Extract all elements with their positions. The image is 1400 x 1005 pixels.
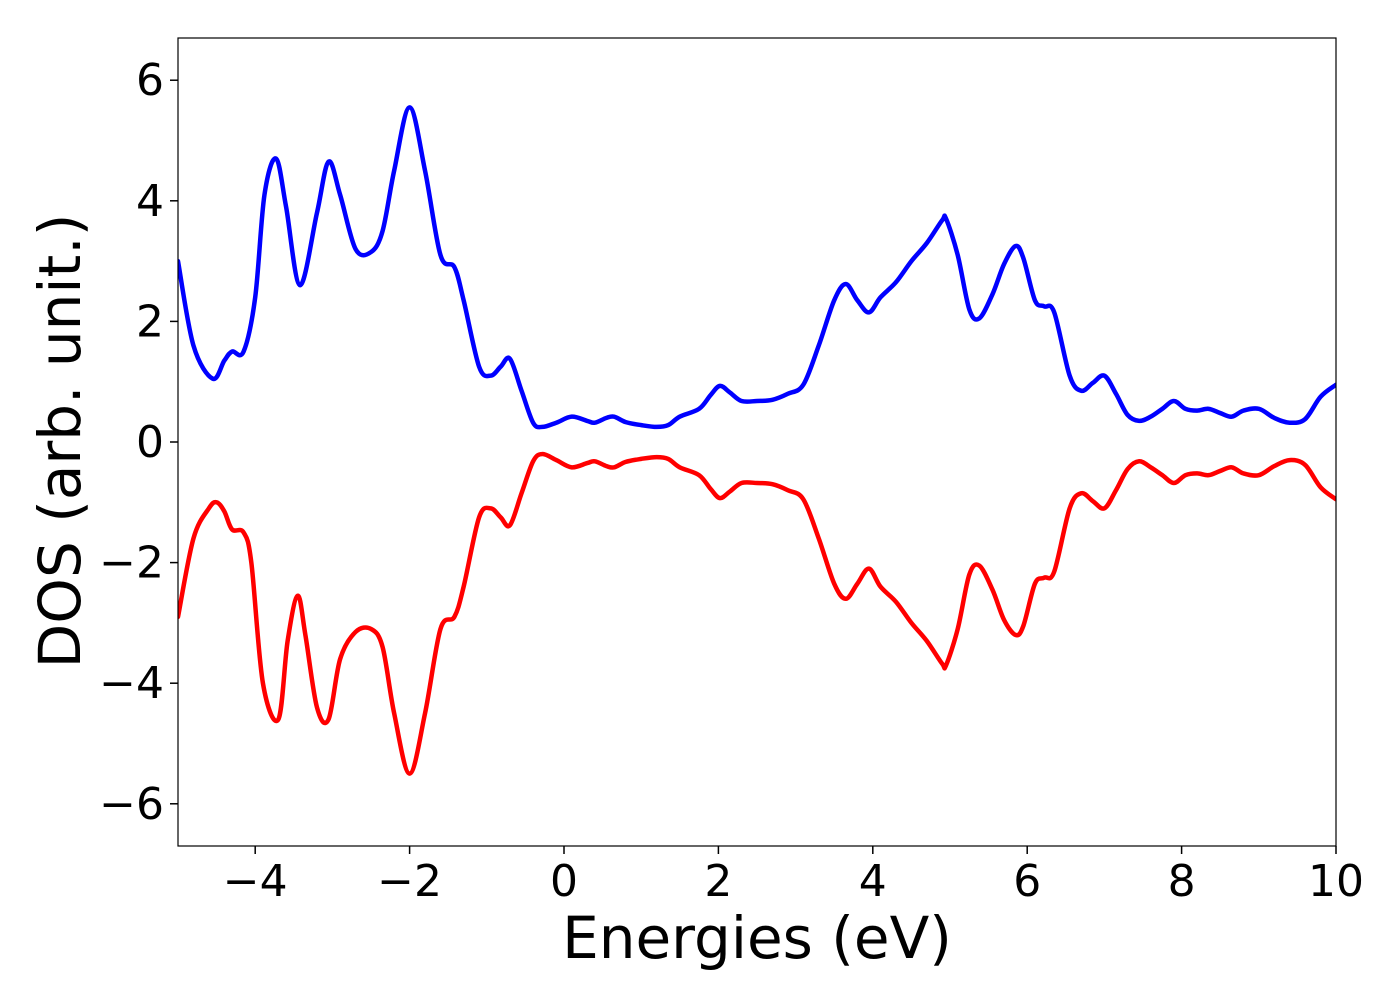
- x-tick-label: 2: [704, 856, 732, 907]
- x-axis-label: Energies (eV): [562, 904, 952, 972]
- x-tick-label: −4: [223, 856, 288, 907]
- y-tick-label: −6: [99, 779, 164, 830]
- plot-frame: [177, 37, 1337, 847]
- series-group: [178, 105, 1336, 776]
- x-tick-label: 4: [859, 856, 887, 907]
- plot-area: [177, 37, 1337, 847]
- x-tick-label: 0: [550, 856, 578, 907]
- x-axis-ticks: −4 −2 0 2 4 6 8 10: [223, 846, 1364, 907]
- series-line-spin-down: [178, 451, 1336, 776]
- y-tick-label: −4: [99, 658, 164, 709]
- y-tick-label: −2: [99, 538, 164, 589]
- x-tick-label: 10: [1308, 856, 1364, 907]
- y-tick-label: 2: [136, 296, 164, 347]
- x-tick-label: −2: [377, 856, 442, 907]
- y-axis-label: DOS (arb. unit.): [26, 214, 94, 669]
- x-tick-label: 6: [1013, 856, 1041, 907]
- x-tick-label: 8: [1168, 856, 1196, 907]
- y-axis-ticks: 6 4 2 0 −2 −4 −6: [99, 55, 178, 830]
- y-tick-label: 4: [136, 176, 164, 227]
- series-line-spin-up: [178, 105, 1336, 430]
- y-tick-label: 6: [136, 55, 164, 106]
- y-tick-label: 0: [136, 417, 164, 468]
